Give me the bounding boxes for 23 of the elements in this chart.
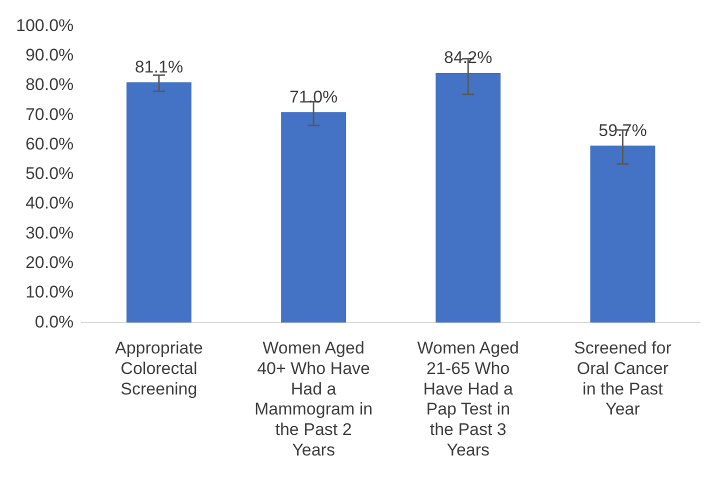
x-tick-label: Screened for Oral Cancer in the Past Year <box>574 338 672 419</box>
data-label: 71.0% <box>289 87 338 106</box>
y-tick-label: 60.0% <box>25 134 74 154</box>
data-label: 84.2% <box>444 48 492 68</box>
y-tick-label: 50.0% <box>25 164 74 184</box>
bar <box>436 73 501 323</box>
bar <box>590 146 656 323</box>
bar <box>281 112 346 323</box>
bar <box>126 82 192 323</box>
y-tick-label: 10.0% <box>25 282 74 302</box>
x-tick-label: Appropriate Colorectal Screening <box>115 338 203 398</box>
y-tick-label: 30.0% <box>25 223 74 242</box>
x-tick-label: Women Aged 40+ Who Have Had a Mammogram in the Past 2 Years <box>254 338 373 460</box>
data-label: 59.7% <box>598 120 647 140</box>
y-tick-label: 80.0% <box>25 75 74 94</box>
y-tick-label: 70.0% <box>25 104 74 124</box>
x-tick-label: Women Aged 21-65 Who Have Had a Pap Test in the Past 3 Years <box>417 338 520 460</box>
y-tick-label: 90.0% <box>25 46 74 65</box>
y-tick-label: 40.0% <box>25 194 74 213</box>
y-tick-label: 0.0% <box>34 312 74 332</box>
y-tick-label: 20.0% <box>25 253 74 272</box>
y-tick-label: 100.0% <box>16 16 74 35</box>
data-label: 81.1% <box>134 57 184 76</box>
